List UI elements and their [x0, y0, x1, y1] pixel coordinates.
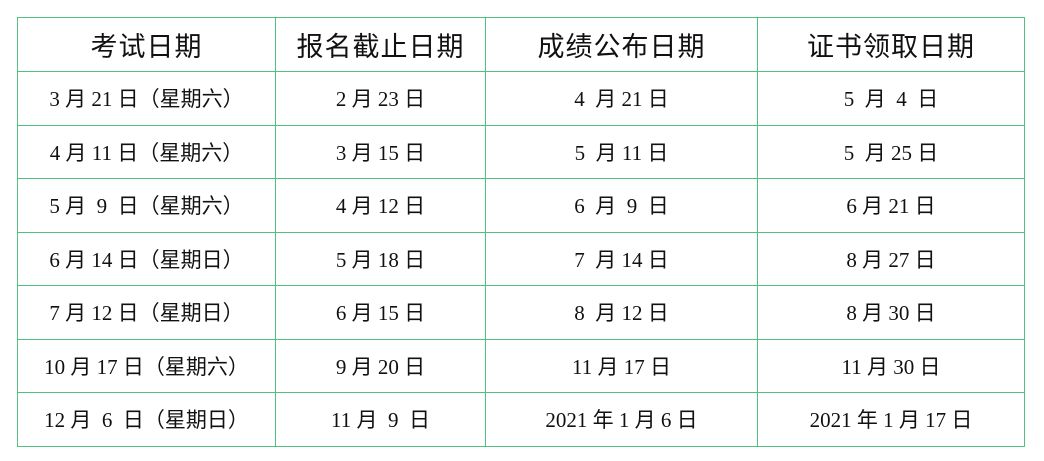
cell-registration-deadline: 11 月 9 日 [275, 392, 486, 447]
cell-registration-deadline: 9 月 20 日 [275, 338, 486, 393]
cell-exam-date: 4 月 11 日（星期六） [17, 124, 276, 179]
cell-results-date: 2021 年 1 月 6 日 [485, 392, 758, 447]
cell-certificate-date: 8 月 30 日 [757, 285, 1025, 340]
cell-exam-date: 12 月 6 日（星期日） [17, 392, 276, 447]
cell-certificate-date: 5 月 4 日 [757, 71, 1025, 126]
cell-registration-deadline: 5 月 18 日 [275, 231, 486, 286]
cell-exam-date: 6 月 14 日（星期日） [17, 231, 276, 286]
cell-registration-deadline: 6 月 15 日 [275, 285, 486, 340]
header-exam-date: 考试日期 [17, 17, 276, 72]
table-row: 10 月 17 日（星期六） 9 月 20 日 11 月 17 日 11 月 30 日 [17, 338, 1025, 393]
cell-certificate-date: 11 月 30 日 [757, 338, 1025, 393]
cell-results-date: 7 月 14 日 [485, 231, 758, 286]
cell-certificate-date: 8 月 27 日 [757, 231, 1025, 286]
exam-schedule-table: 考试日期 报名截止日期 成绩公布日期 证书领取日期 3 月 21 日（星期六） 2… [17, 17, 1025, 447]
cell-results-date: 5 月 11 日 [485, 124, 758, 179]
table-row: 12 月 6 日（星期日） 11 月 9 日 2021 年 1 月 6 日 2021 … [17, 392, 1025, 447]
cell-registration-deadline: 4 月 12 日 [275, 178, 486, 233]
cell-results-date: 8 月 12 日 [485, 285, 758, 340]
cell-results-date: 4 月 21 日 [485, 71, 758, 126]
header-results-date: 成绩公布日期 [485, 17, 758, 72]
cell-exam-date: 7 月 12 日（星期日） [17, 285, 276, 340]
cell-registration-deadline: 2 月 23 日 [275, 71, 486, 126]
header-certificate-date: 证书领取日期 [757, 17, 1025, 72]
header-row: 考试日期 报名截止日期 成绩公布日期 证书领取日期 [17, 17, 1025, 72]
cell-results-date: 11 月 17 日 [485, 338, 758, 393]
cell-registration-deadline: 3 月 15 日 [275, 124, 486, 179]
header-registration-deadline: 报名截止日期 [275, 17, 486, 72]
cell-exam-date: 5 月 9 日（星期六） [17, 178, 276, 233]
cell-exam-date: 10 月 17 日（星期六） [17, 338, 276, 393]
cell-certificate-date: 6 月 21 日 [757, 178, 1025, 233]
cell-certificate-date: 5 月 25 日 [757, 124, 1025, 179]
cell-certificate-date: 2021 年 1 月 17 日 [757, 392, 1025, 447]
cell-exam-date: 3 月 21 日（星期六） [17, 71, 276, 126]
cell-results-date: 6 月 9 日 [485, 178, 758, 233]
